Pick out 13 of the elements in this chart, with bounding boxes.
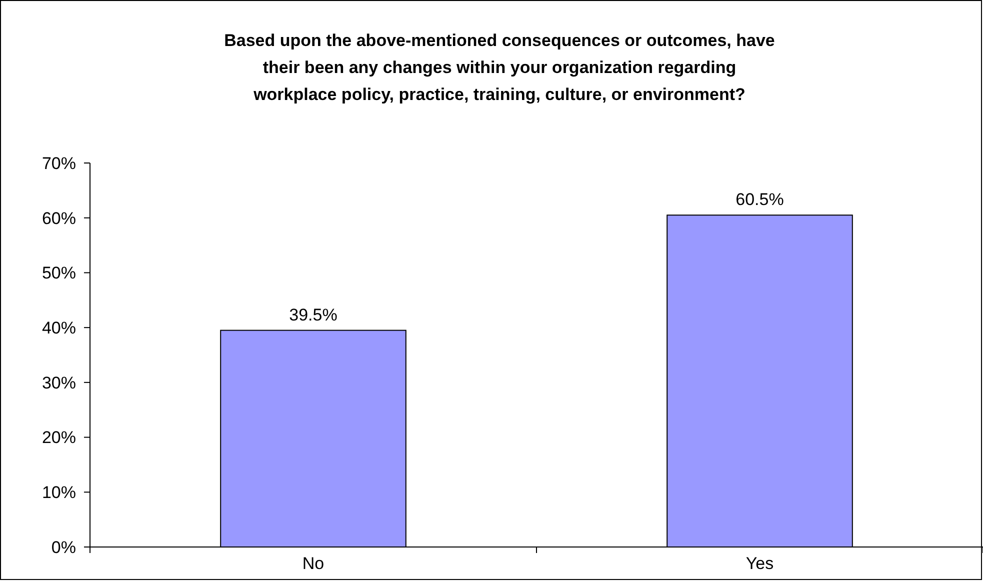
y-tick-label: 20% — [42, 428, 76, 448]
y-tick-label: 0% — [51, 538, 76, 557]
x-tick-label: Yes — [746, 554, 774, 573]
data-label: 39.5% — [289, 305, 338, 324]
y-tick-label: 10% — [42, 483, 76, 502]
y-tick-label: 50% — [42, 264, 76, 283]
x-tick-label: No — [302, 554, 324, 573]
y-tick-label: 30% — [42, 373, 76, 392]
y-tick-label: 40% — [42, 318, 76, 338]
data-label: 60.5% — [736, 190, 784, 210]
chart-title: Based upon the above-mentioned consequences or outcomes, have their been any changes within your organization regarding workplace policy, practice, training, culture, or environment? — [224, 31, 775, 104]
y-tick-label: 60% — [42, 208, 76, 228]
y-tick-label: 70% — [42, 154, 76, 173]
